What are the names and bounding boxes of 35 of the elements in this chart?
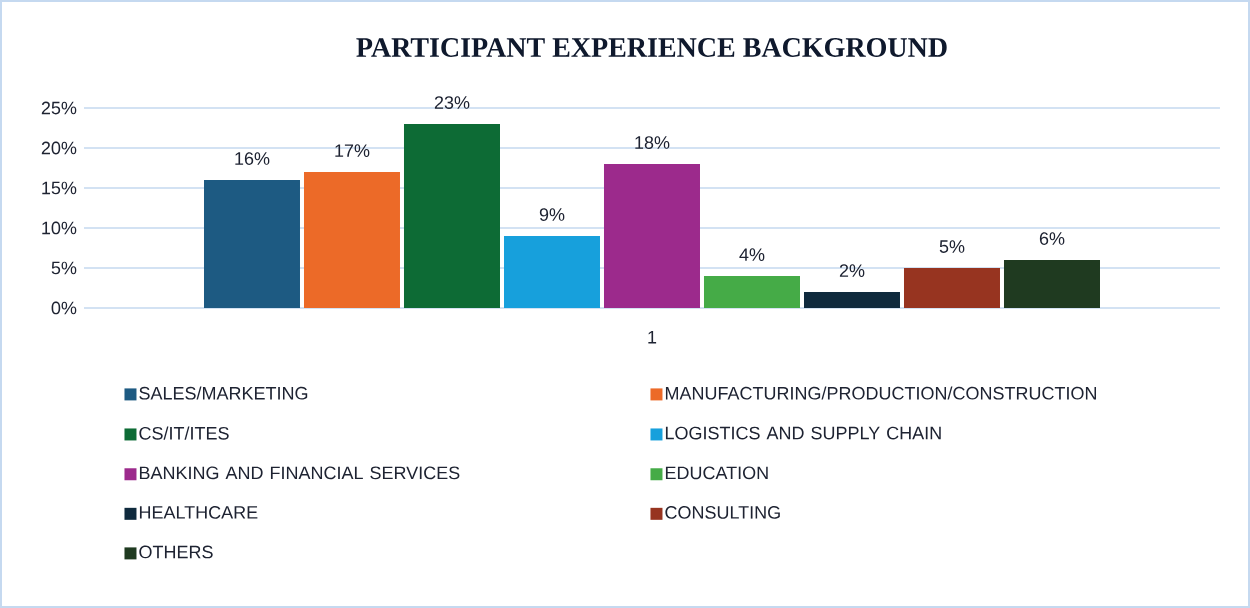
data-label: 4%	[739, 248, 765, 261]
data-label: 23%	[434, 96, 470, 109]
bar	[903, 267, 1000, 308]
legend-label: SALES/MARKETING	[139, 386, 308, 400]
y-tick-label: 25%	[41, 101, 77, 115]
y-tick-label: 15%	[42, 181, 77, 195]
data-label: 17%	[335, 144, 370, 157]
y-tick-label: 5%	[51, 261, 77, 275]
bar	[703, 275, 800, 308]
y-tick-label: 0%	[51, 301, 77, 315]
y-tick-label: 20%	[41, 141, 77, 155]
bar	[1003, 259, 1100, 308]
legend-label: CS/IT/ITES	[139, 426, 229, 440]
bar	[804, 291, 900, 308]
legend-label: CONSULTING	[665, 506, 780, 519]
data-label: 6%	[1039, 232, 1065, 245]
y-tick-label: 10%	[42, 221, 77, 235]
x-tick-label: 1	[648, 331, 657, 344]
bar	[303, 171, 400, 308]
bar	[204, 179, 300, 308]
legend-label: MANUFACTURING/PRODUCTION/CONSTRUCTION	[665, 386, 1096, 400]
legend-label: BANKING AND FINANCIAL SERVICES	[139, 466, 460, 480]
bar	[403, 123, 500, 308]
bar	[504, 235, 600, 308]
legend-label: OTHERS	[139, 545, 213, 559]
data-label: 9%	[539, 208, 565, 221]
chart-title: PARTICIPANT EXPERIENCE BACKGROUND	[356, 38, 947, 57]
bar	[603, 163, 700, 308]
data-label: 18%	[635, 136, 670, 149]
legend-label: EDUCATION	[665, 466, 768, 480]
data-label: 5%	[939, 240, 965, 253]
legend-label: HEALTHCARE	[139, 506, 258, 519]
data-label: 16%	[235, 152, 270, 165]
legend-label: LOGISTICS AND SUPPLY CHAIN	[665, 426, 941, 440]
data-label: 2%	[839, 264, 865, 277]
